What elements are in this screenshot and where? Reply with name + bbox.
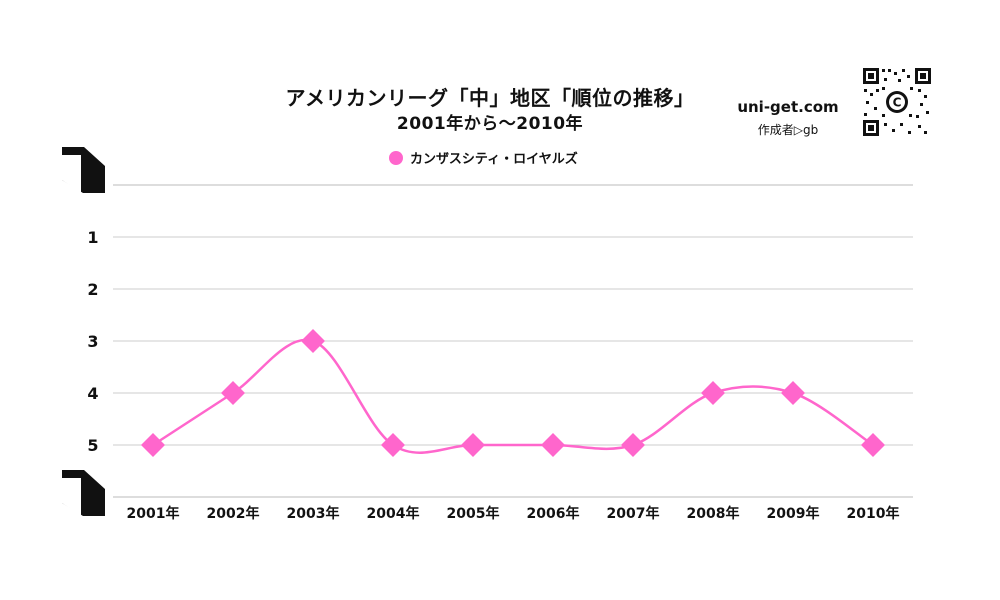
data-point-marker [141, 433, 165, 457]
x-tick-label: 2009年 [767, 505, 820, 522]
series-line [152, 338, 874, 454]
data-point-marker [861, 433, 885, 457]
brand-site: uni-get.com [737, 98, 839, 116]
y-tick-label: 2 [87, 280, 98, 299]
grid-lines [113, 184, 913, 498]
data-point-marker [701, 381, 725, 405]
svg-text:C: C [893, 96, 902, 110]
data-point-marker [301, 329, 325, 353]
data-point-marker [781, 381, 805, 405]
legend-swatch [389, 151, 403, 165]
legend: カンザスシティ・ロイヤルズ [389, 151, 578, 167]
y-tick-label: 1 [87, 228, 98, 247]
x-axis-ticks: 2001年 2002年 2003年 2004年 2005年 2006年 2007年 2008年… [127, 505, 900, 522]
data-point-marker [221, 381, 245, 405]
x-tick-label: 2007年 [607, 505, 660, 522]
x-tick-label: 2006年 [527, 505, 580, 522]
data-point-marker [461, 433, 485, 457]
brand-author: 作成者▷gb [757, 123, 819, 137]
x-tick-label: 2008年 [687, 505, 740, 522]
y-tick-label: 4 [87, 384, 98, 403]
x-tick-label: 2010年 [847, 505, 900, 522]
axis-bottom-corner-mark [62, 470, 105, 516]
data-point-marker [621, 433, 645, 457]
series-kansas-city-royals [141, 329, 885, 457]
x-tick-label: 2005年 [447, 505, 500, 522]
x-tick-label: 2002年 [207, 505, 260, 522]
data-point-marker [381, 433, 405, 457]
x-tick-label: 2004年 [367, 505, 420, 522]
x-tick-label: 2001年 [127, 505, 180, 522]
axis-top-corner-mark [62, 147, 105, 193]
x-tick-label: 2003年 [287, 505, 340, 522]
y-tick-label: 3 [87, 332, 98, 351]
y-tick-label: 5 [87, 436, 98, 455]
qr-code-icon: C [862, 67, 932, 137]
legend-label: カンザスシティ・ロイヤルズ [410, 151, 578, 167]
chart-subtitle: 2001年から～2010年 [396, 114, 584, 134]
y-axis-ticks: 1 2 3 4 5 [87, 228, 98, 455]
chart-title: アメリカンリーグ「中」地区「順位の推移」 [285, 86, 695, 110]
data-point-marker [541, 433, 565, 457]
